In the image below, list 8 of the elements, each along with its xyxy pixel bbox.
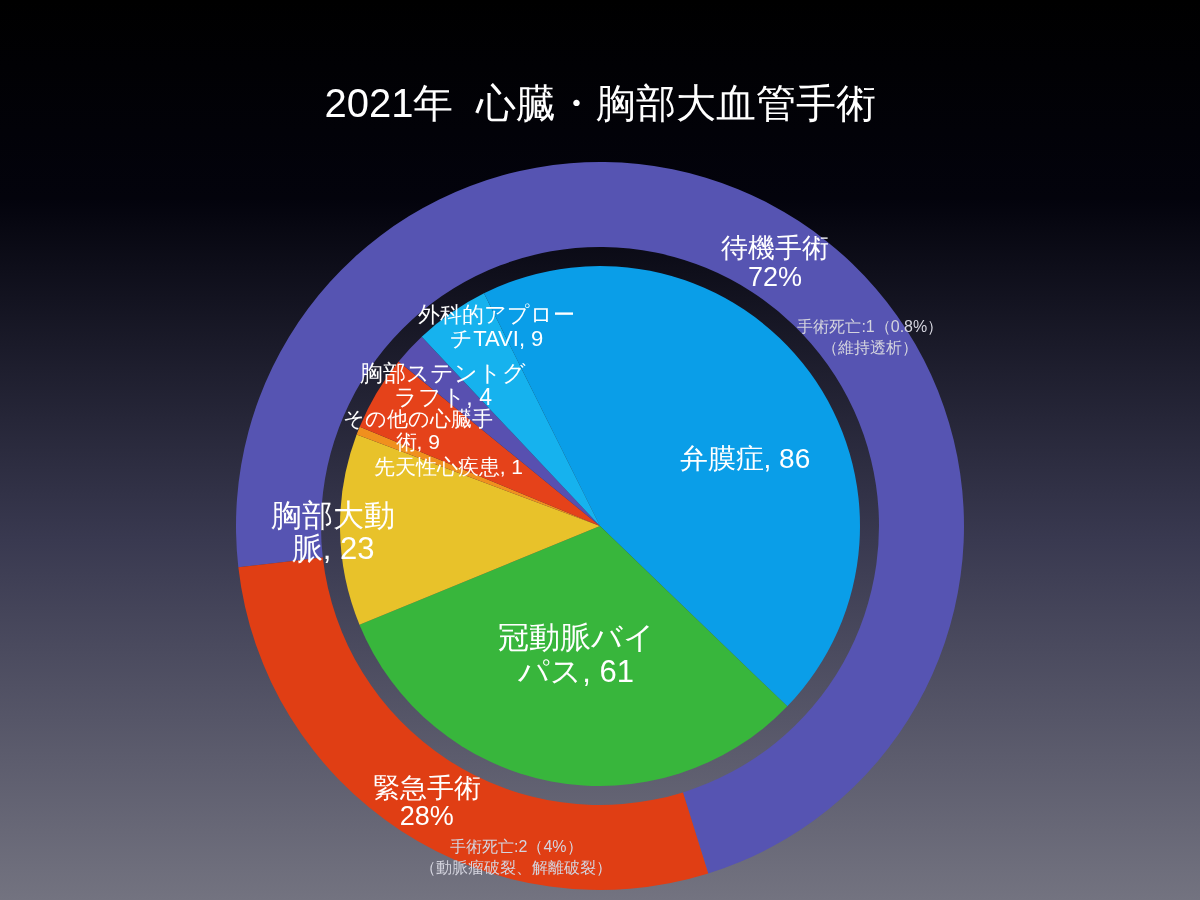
data-label: 緊急手術 28%: [372, 772, 481, 831]
data-label: その他の心臓手術, 9: [342, 407, 493, 453]
annotation: 手術死亡:2（4%）（動脈瘤破裂、解離破裂）: [420, 837, 613, 876]
data-label: 先天性心疾患, 1: [373, 454, 524, 478]
title: 2021年 心臓・胸部大血管手術: [324, 81, 876, 125]
data-label: 冠動脈バイパス, 61: [497, 620, 655, 689]
data-label: 弁膜症, 86: [679, 443, 811, 475]
data-label: 待機手術 72%: [720, 233, 829, 292]
